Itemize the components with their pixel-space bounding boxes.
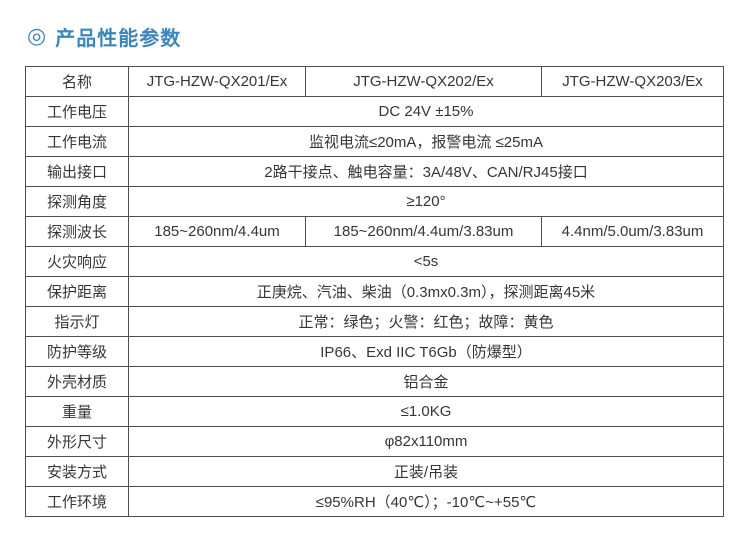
- row-label: 探测波长: [25, 216, 129, 247]
- table-header-row: 名称 JTG-HZW-QX201/Ex JTG-HZW-QX202/Ex JTG…: [25, 66, 724, 97]
- spec-table: 名称 JTG-HZW-QX201/Ex JTG-HZW-QX202/Ex JTG…: [25, 66, 724, 517]
- row-label: 工作环境: [25, 486, 129, 517]
- header-cell-model-1: JTG-HZW-QX201/Ex: [128, 66, 306, 97]
- row-label: 火灾响应: [25, 246, 129, 277]
- row-value: 185~260nm/4.4um/3.83um: [305, 216, 542, 247]
- table-row: 工作环境 ≤95%RH（40℃）；-10℃~+55℃: [25, 486, 724, 517]
- row-label: 输出接口: [25, 156, 129, 187]
- row-value: 铝合金: [128, 366, 724, 397]
- table-row: 外壳材质 铝合金: [25, 366, 724, 397]
- table-row: 保护距离 正庚烷、汽油、柴油（0.3mx0.3m），探测距离45米: [25, 276, 724, 307]
- table-row: 工作电流 监视电流≤20mA，报警电流 ≤25mA: [25, 126, 724, 157]
- row-label: 外壳材质: [25, 366, 129, 397]
- header-cell-name: 名称: [25, 66, 129, 97]
- row-value: 监视电流≤20mA，报警电流 ≤25mA: [128, 126, 724, 157]
- row-value: 正装/吊装: [128, 456, 724, 487]
- row-label: 安装方式: [25, 456, 129, 487]
- header-cell-model-3: JTG-HZW-QX203/Ex: [541, 66, 724, 97]
- row-value: <5s: [128, 246, 724, 277]
- table-row: 探测波长 185~260nm/4.4um 185~260nm/4.4um/3.8…: [25, 216, 724, 247]
- bullseye-icon: ◎: [27, 23, 47, 48]
- row-label: 保护距离: [25, 276, 129, 307]
- row-value: 正庚烷、汽油、柴油（0.3mx0.3m），探测距离45米: [128, 276, 724, 307]
- row-value: IP66、Exd IIC T6Gb（防爆型）: [128, 336, 724, 367]
- row-value: 2路干接点、触电容量：3A/48V、CAN/RJ45接口: [128, 156, 724, 187]
- row-label: 工作电压: [25, 96, 129, 127]
- row-value: 185~260nm/4.4um: [128, 216, 306, 247]
- row-value: DC 24V ±15%: [128, 96, 724, 127]
- table-row: 探测角度 ≥120°: [25, 186, 724, 217]
- row-value: ≥120°: [128, 186, 724, 217]
- row-value: 4.4nm/5.0um/3.83um: [541, 216, 724, 247]
- row-label: 外形尺寸: [25, 426, 129, 457]
- table-row: 火灾响应 <5s: [25, 246, 724, 277]
- table-row: 重量 ≤1.0KG: [25, 396, 724, 427]
- row-value: 正常：绿色；火警：红色；故障：黄色: [128, 306, 724, 337]
- row-label: 工作电流: [25, 126, 129, 157]
- table-row: 指示灯 正常：绿色；火警：红色；故障：黄色: [25, 306, 724, 337]
- page-title: 产品性能参数: [55, 27, 182, 50]
- table-row: 输出接口 2路干接点、触电容量：3A/48V、CAN/RJ45接口: [25, 156, 724, 187]
- section-title: ◎ 产品性能参数: [27, 22, 725, 50]
- row-label: 防护等级: [25, 336, 129, 367]
- row-label: 重量: [25, 396, 129, 427]
- header-cell-model-2: JTG-HZW-QX202/Ex: [305, 66, 542, 97]
- table-row: 安装方式 正装/吊装: [25, 456, 724, 487]
- row-value: ≤95%RH（40℃）；-10℃~+55℃: [128, 486, 724, 517]
- table-row: 外形尺寸 φ82x110mm: [25, 426, 724, 457]
- row-label: 指示灯: [25, 306, 129, 337]
- table-row: 工作电压 DC 24V ±15%: [25, 96, 724, 127]
- row-value: ≤1.0KG: [128, 396, 724, 427]
- row-label: 探测角度: [25, 186, 129, 217]
- row-value: φ82x110mm: [128, 426, 724, 457]
- table-row: 防护等级 IP66、Exd IIC T6Gb（防爆型）: [25, 336, 724, 367]
